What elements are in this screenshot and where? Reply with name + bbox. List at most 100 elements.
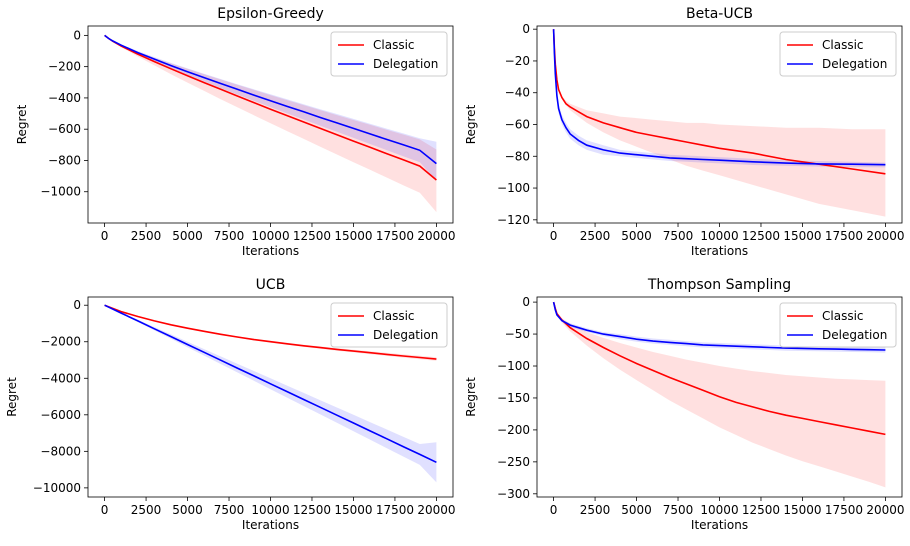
chart-panel-2: 0 2500 5000 7500 10000 12500 15000 17500 20000 0 −… xyxy=(464,6,905,258)
legend: Classic Delegation xyxy=(330,302,448,348)
x-tick-label: 12500 xyxy=(742,503,780,517)
x-tick-label: 17500 xyxy=(825,229,863,243)
x-axis-label: Iterations xyxy=(242,244,299,258)
confidence-band-classic xyxy=(553,29,886,217)
chart-panel-1: 0 2500 5000 7500 10000 12500 15000 17500 20000 0 −… xyxy=(15,6,456,258)
y-axis-label: Regret xyxy=(464,377,478,417)
y-tick-label: −120 xyxy=(497,213,530,227)
y-axis-label: Regret xyxy=(464,104,478,144)
confidence-band-classic xyxy=(553,302,886,488)
y-tick-label: −20 xyxy=(505,54,530,68)
series-line-delegation xyxy=(552,301,886,351)
y-tick-label: −60 xyxy=(505,118,530,132)
y-tick-label: 0 xyxy=(73,28,81,42)
legend-box xyxy=(330,31,448,77)
y-tick-label: −100 xyxy=(497,181,530,195)
legend-label-classic: Classic xyxy=(373,309,415,323)
legend: Classic Delegation xyxy=(779,31,897,77)
x-tick-label: 2500 xyxy=(131,503,162,517)
x-tick-label: 20000 xyxy=(866,503,904,517)
x-tick-label: 7500 xyxy=(214,229,245,243)
series-line-classic xyxy=(552,29,886,175)
y-tick-label: −2000 xyxy=(40,335,81,349)
x-tick-label: 17500 xyxy=(825,503,863,517)
chart-panel-3: 0 2500 5000 7500 10000 12500 15000 17500 20000 0 −… xyxy=(5,277,456,532)
y-tick-label: −40 xyxy=(505,86,530,100)
y-tick-label: −4000 xyxy=(40,371,81,385)
x-tick-label: 12500 xyxy=(293,503,331,517)
legend-label-classic: Classic xyxy=(373,38,415,52)
x-tick-label: 2500 xyxy=(580,229,611,243)
y-tick-label: −250 xyxy=(497,455,530,469)
legend-label-delegation: Delegation xyxy=(373,57,438,71)
y-tick-label: −100 xyxy=(497,359,530,373)
series-line-classic xyxy=(552,301,886,436)
x-tick-label: 10000 xyxy=(700,503,738,517)
x-axis-label: Iterations xyxy=(691,244,748,258)
x-tick-label: 20000 xyxy=(417,503,455,517)
confidence-band-classic xyxy=(104,35,437,213)
x-tick-label: 17500 xyxy=(376,503,414,517)
y-tick-label: 0 xyxy=(73,298,81,312)
legend-label-delegation: Delegation xyxy=(373,328,438,342)
x-tick-label: 0 xyxy=(101,503,109,517)
x-tick-label: 10000 xyxy=(251,229,289,243)
x-tick-label: 2500 xyxy=(580,503,611,517)
legend: Classic Delegation xyxy=(779,302,897,348)
x-tick-label: 15000 xyxy=(334,229,372,243)
x-tick-label: 0 xyxy=(550,503,558,517)
x-tick-label: 7500 xyxy=(663,503,694,517)
y-tick-label: 0 xyxy=(522,295,530,309)
legend-box xyxy=(779,302,897,348)
y-tick-label: −300 xyxy=(497,487,530,501)
y-tick-label: −400 xyxy=(48,91,81,105)
y-tick-label: −800 xyxy=(48,153,81,167)
y-tick-label: −200 xyxy=(48,60,81,74)
x-tick-label: 5000 xyxy=(621,503,652,517)
x-tick-label: 10000 xyxy=(251,503,289,517)
chart-title: Epsilon-Greedy xyxy=(217,6,324,22)
series-line-delegation xyxy=(104,34,437,165)
legend-box xyxy=(330,302,448,348)
legend: Classic Delegation xyxy=(330,31,448,77)
x-tick-label: 7500 xyxy=(663,229,694,243)
series-line-delegation xyxy=(552,29,886,166)
x-tick-label: 5000 xyxy=(172,229,203,243)
y-tick-label: −600 xyxy=(48,122,81,136)
y-axis-label: Regret xyxy=(15,104,29,144)
x-tick-label: 10000 xyxy=(700,229,738,243)
x-tick-label: 5000 xyxy=(172,503,203,517)
x-tick-label: 0 xyxy=(101,229,109,243)
y-tick-label: −6000 xyxy=(40,408,81,422)
x-tick-label: 15000 xyxy=(783,503,821,517)
y-tick-label: −10000 xyxy=(33,481,81,495)
series-line-classic xyxy=(104,34,437,181)
legend-label-classic: Classic xyxy=(822,309,864,323)
series-line-delegation xyxy=(104,304,437,464)
legend-label-classic: Classic xyxy=(822,38,864,52)
legend-box xyxy=(779,31,897,77)
x-tick-label: 5000 xyxy=(621,229,652,243)
chart-panel-4: 0 2500 5000 7500 10000 12500 15000 17500 20000 0 −… xyxy=(464,277,905,532)
y-tick-label: −80 xyxy=(505,149,530,163)
legend-label-delegation: Delegation xyxy=(822,57,887,71)
y-axis-label: Regret xyxy=(5,377,19,417)
x-tick-label: 15000 xyxy=(334,503,372,517)
chart-title: Thompson Sampling xyxy=(647,277,791,293)
legend-label-delegation: Delegation xyxy=(822,328,887,342)
y-tick-label: −200 xyxy=(497,423,530,437)
x-axis-label: Iterations xyxy=(691,518,748,532)
series-line-classic xyxy=(104,304,437,360)
chart-title: UCB xyxy=(256,277,286,293)
y-tick-label: −1000 xyxy=(40,185,81,199)
y-tick-label: 0 xyxy=(522,22,530,36)
x-tick-label: 12500 xyxy=(742,229,780,243)
y-tick-label: −150 xyxy=(497,391,530,405)
x-tick-label: 7500 xyxy=(214,503,245,517)
x-axis-label: Iterations xyxy=(242,518,299,532)
y-tick-label: −8000 xyxy=(40,444,81,458)
x-tick-label: 2500 xyxy=(131,229,162,243)
y-tick-label: −50 xyxy=(505,327,530,341)
x-tick-label: 20000 xyxy=(417,229,455,243)
